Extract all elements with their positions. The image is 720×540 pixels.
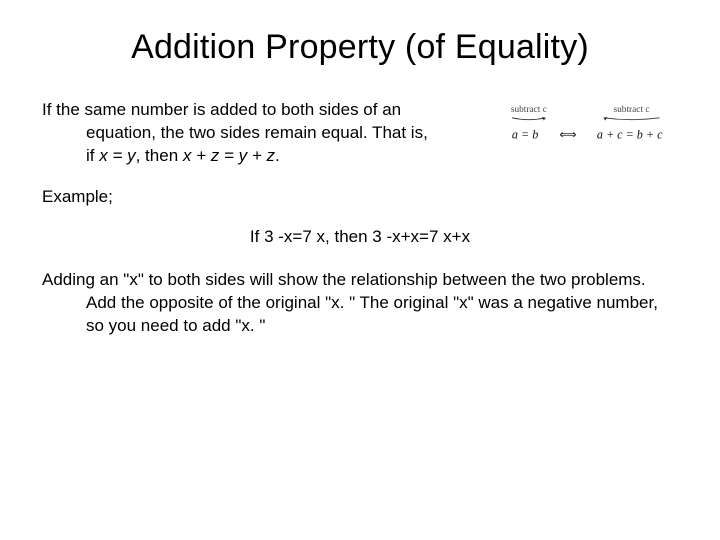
diagram-svg: subtract c subtract c a = b ⟺ a + c = b … — [488, 101, 678, 157]
intro-line3-mid: , then — [136, 146, 183, 165]
arc-right — [604, 118, 660, 120]
diagram-iff: ⟺ — [559, 127, 576, 141]
diagram-rhs: a + c = b + c — [597, 127, 663, 141]
intro-row: If the same number is added to both side… — [42, 99, 678, 186]
intro-line2: remain equal. That is, — [265, 123, 428, 142]
intro-line3-prefix: if — [86, 146, 99, 165]
arc-left — [512, 118, 546, 120]
page-title: Addition Property (of Equality) — [42, 28, 678, 67]
intro-paragraph: If the same number is added to both side… — [42, 99, 470, 168]
example-equation: If 3 -x=7 x, then 3 -x+x=7 x+x — [42, 227, 678, 247]
intro-eq2: x + z = y + z — [183, 146, 275, 165]
intro-eq1: x = y — [99, 146, 135, 165]
arrow-right-head — [604, 117, 608, 121]
closing-line1: Adding an "x" to both sides will show th… — [42, 270, 566, 289]
example-label: Example; — [42, 186, 678, 209]
equation-diagram: subtract c subtract c a = b ⟺ a + c = b … — [488, 101, 678, 162]
diagram-label-right: subtract c — [614, 105, 650, 115]
intro-line3-suffix: . — [275, 146, 280, 165]
diagram-label-left: subtract c — [511, 105, 547, 115]
diagram-lhs: a = b — [512, 127, 538, 141]
closing-paragraph: Adding an "x" to both sides will show th… — [42, 269, 678, 338]
